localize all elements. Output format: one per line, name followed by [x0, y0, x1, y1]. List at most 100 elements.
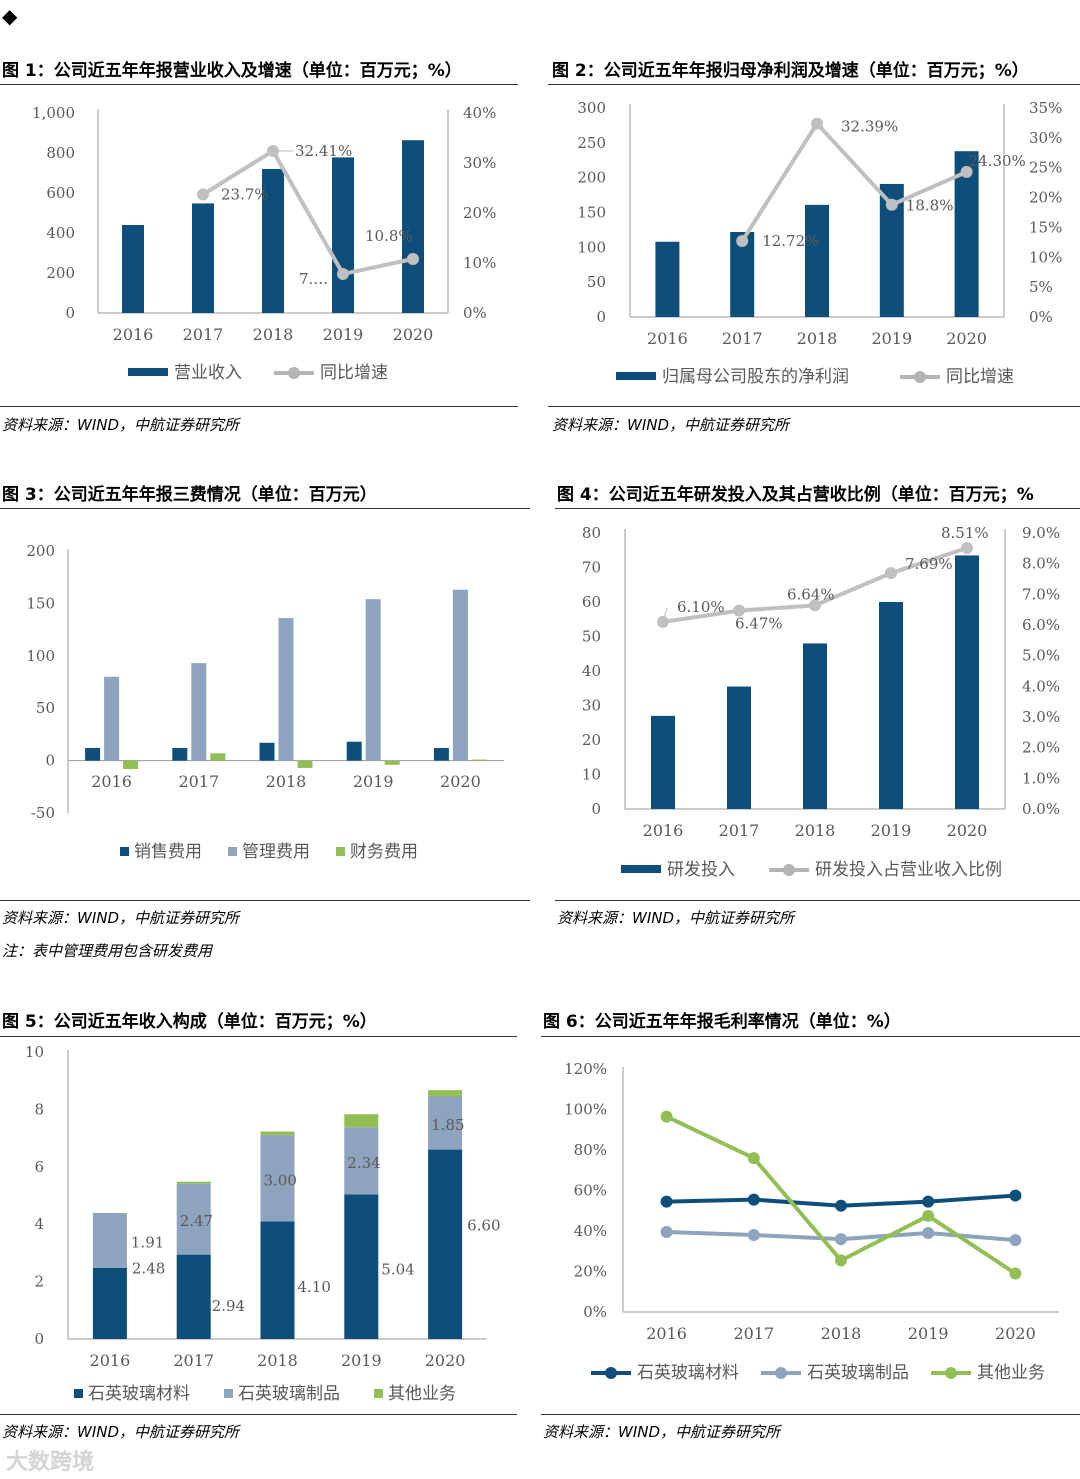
- fig4-ratio-point: [657, 615, 669, 628]
- fig4-right-tick-label: 1.0%: [1022, 769, 1060, 787]
- fig4-rd-bar: [803, 643, 827, 809]
- fig3-bar-series-2: [123, 760, 139, 769]
- fig4-top-rule: [555, 508, 1080, 509]
- fig6-left-tick-label: 120%: [564, 1060, 607, 1078]
- fig5-stack-series-0: [344, 1194, 379, 1339]
- fig4-ratio-data-label: 8.51%: [941, 524, 989, 542]
- fig1-bottom-rule: [0, 406, 518, 407]
- fig4-legend-marker: [783, 864, 795, 876]
- fig5-category-label: 2017: [173, 1351, 214, 1370]
- fig2-category-label: 2017: [722, 329, 763, 348]
- fig3-bar-series-2: [384, 760, 400, 765]
- fig1-legend-marker: [288, 367, 300, 379]
- fig4-chart: 0 10 20 30 40 50 60 70 80 0.0% 1.0% 2.0% 3.0% 4.0% 5.0…: [582, 524, 1060, 880]
- fig3-bar-series-0: [433, 748, 449, 761]
- fig2-right-tick-label: 20%: [1029, 189, 1062, 207]
- fig1-category-label: 2020: [393, 325, 434, 344]
- fig4-left-tick-label: 0: [591, 800, 601, 818]
- fig2-left-tick-label: 150: [577, 204, 606, 222]
- fig5-products-data-label: 2.47: [180, 1212, 213, 1230]
- fig2-bottom-rule: [548, 406, 1080, 407]
- fig5-legend-label: 石英玻璃制品: [238, 1384, 340, 1404]
- fig1-revenue-bar: [332, 157, 354, 313]
- fig4-left-tick-label: 70: [582, 559, 601, 577]
- fig4-category-label: 2016: [643, 821, 684, 840]
- fig4-ratio-point: [809, 599, 821, 612]
- fig2-source: 资料来源：WIND，中航证券研究所: [552, 416, 790, 434]
- fig4-left-tick-label: 10: [582, 766, 601, 784]
- fig5-left-tick-label: 4: [34, 1215, 44, 1233]
- fig2-growth-point: [736, 235, 749, 248]
- fig5-stack-series-1: [176, 1183, 211, 1255]
- fig3-left-tick-label: 50: [36, 699, 55, 717]
- fig2-profit-bar: [655, 241, 680, 317]
- fig6-legend-label: 其他业务: [977, 1363, 1045, 1383]
- fig5-category-label: 2018: [257, 1351, 298, 1370]
- fig6-category-label: 2017: [733, 1324, 774, 1343]
- fig4-left-tick-label: 30: [582, 697, 601, 715]
- fig6-left-tick-label: 60%: [574, 1182, 607, 1200]
- fig4-ratio-data-label: 6.10%: [677, 598, 725, 616]
- fig2-left-tick-label: 300: [577, 99, 606, 117]
- fig1-left-tick-label: 600: [46, 184, 75, 202]
- fig5-category-label: 2019: [341, 1351, 382, 1370]
- fig5-top-rule: [0, 1036, 517, 1037]
- fig4-legend-label: 研发投入占营业收入比例: [815, 860, 1002, 880]
- fig5-stack-series-2: [428, 1090, 463, 1097]
- section-bullet-icon: ◆: [2, 4, 18, 28]
- fig6-point-series-2: [1009, 1267, 1022, 1280]
- fig3-source: 资料来源：WIND，中航证券研究所: [2, 909, 240, 927]
- fig5-materials-data-label: 5.04: [381, 1261, 414, 1279]
- fig2-right-tick-label: 10%: [1029, 248, 1062, 266]
- fig2-legend-label: 归属母公司股东的净利润: [662, 367, 849, 387]
- fig5-bottom-rule: [0, 1414, 517, 1415]
- fig6-point-series-2: [660, 1110, 673, 1123]
- fig4-category-label: 2019: [871, 821, 912, 840]
- fig3-legend-label: 财务费用: [350, 842, 418, 862]
- fig3-category-label: 2016: [91, 772, 132, 791]
- fig5-stack-series-1: [92, 1213, 127, 1268]
- fig6-point-series-1: [660, 1226, 673, 1239]
- fig5-materials-data-label: 4.10: [298, 1278, 331, 1296]
- fig1-right-tick-label: 40%: [463, 104, 496, 122]
- fig3-left-tick-label: 100: [26, 647, 55, 665]
- fig4-right-tick-label: 3.0%: [1022, 708, 1060, 726]
- fig4-ratio-point: [961, 542, 973, 555]
- fig1-growth-data-label: 32.41%: [295, 142, 352, 160]
- fig2-growth-data-label: 12.72%: [762, 232, 819, 250]
- fig2-right-tick-label: 0%: [1029, 308, 1053, 326]
- fig2-legend-marker: [914, 371, 926, 383]
- fig2-right-tick-label: 15%: [1029, 218, 1062, 236]
- fig1-left-tick-label: 800: [46, 144, 75, 162]
- fig6-line-series-2: [665, 1114, 1017, 1276]
- fig6-bottom-rule: [541, 1414, 1080, 1415]
- fig1-left-tick-label: 400: [46, 224, 75, 242]
- fig4-left-tick-label: 40: [582, 662, 601, 680]
- fig6-point-series-2: [922, 1209, 935, 1222]
- fig2-category-label: 2019: [871, 329, 912, 348]
- fig5-stack-series-0: [428, 1149, 463, 1339]
- fig3-title: 图 3：公司近五年年报三费情况（单位：百万元）: [2, 485, 377, 505]
- fig2-category-label: 2020: [946, 329, 987, 348]
- fig5-legend-swatch: [224, 1389, 233, 1398]
- fig2-growth-line: [740, 120, 968, 243]
- fig6-left-tick-label: 40%: [574, 1222, 607, 1240]
- fig5-left-tick-label: 2: [34, 1273, 44, 1291]
- fig3-bar-series-2: [297, 760, 313, 768]
- fig2-growth-point: [811, 117, 823, 130]
- fig3-bar-series-1: [452, 589, 468, 761]
- fig3-bar-series-0: [259, 742, 275, 761]
- fig6-point-series-0: [660, 1195, 673, 1208]
- fig6-category-label: 2020: [995, 1324, 1036, 1343]
- fig3-bar-series-0: [346, 741, 362, 761]
- fig2-legend-label: 同比增速: [946, 367, 1014, 387]
- fig2-left-tick-label: 0: [596, 308, 606, 326]
- fig6-left-tick-label: 20%: [574, 1263, 607, 1281]
- fig5-chart: 0 2 4 6 8 10 2.48 1.91 2.94 2.47 4.10 3.00 5.04 2.34 6…: [25, 1043, 501, 1404]
- fig5-products-data-label: 1.91: [131, 1233, 164, 1251]
- fig6-category-label: 2018: [821, 1324, 862, 1343]
- fig5-stack-series-1: [428, 1096, 463, 1150]
- fig5-left-tick-label: 10: [25, 1043, 44, 1061]
- fig3-note: 注：表中管理费用包含研发费用: [2, 942, 213, 960]
- fig5-legend-swatch: [374, 1389, 383, 1398]
